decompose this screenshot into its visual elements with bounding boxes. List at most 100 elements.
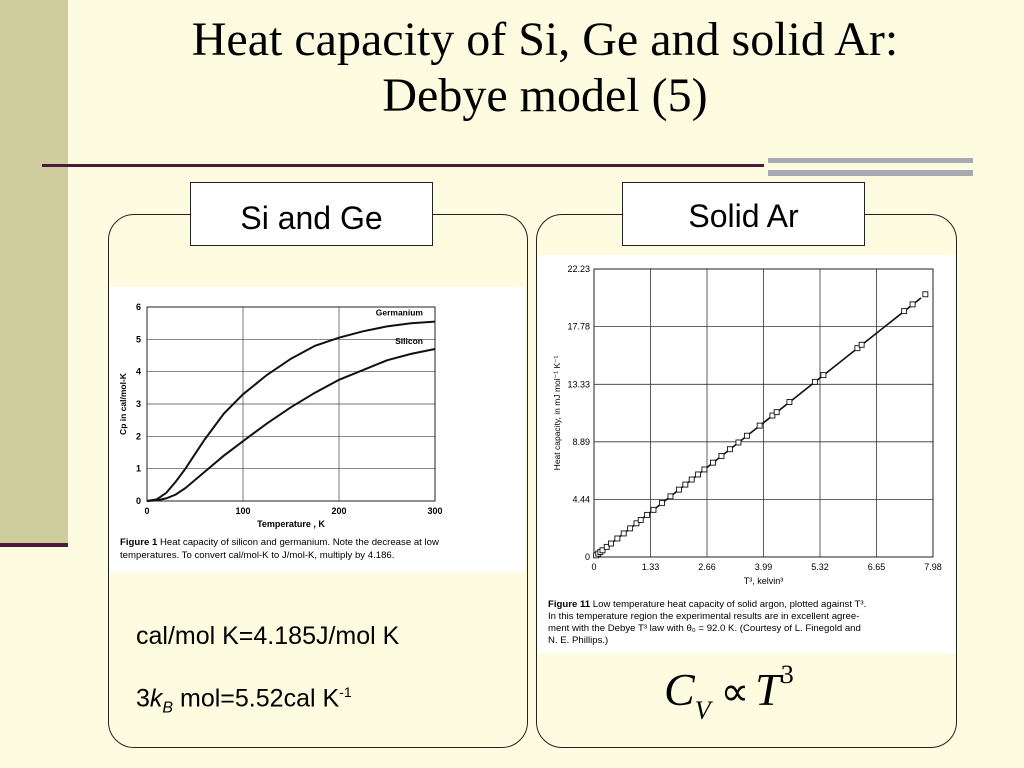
x-tick-label: 5.32 [811, 562, 829, 572]
x-tick-label: 2.66 [698, 562, 716, 572]
data-point [659, 500, 665, 507]
data-point [773, 409, 780, 416]
si-ge-tab: Si and Ge [190, 182, 433, 246]
dulong-petit-note: 3kB mol=5.52cal K-1 [136, 684, 352, 717]
data-point [909, 301, 916, 308]
si-ge-figure: 0 100 200 300 0 1 2 3 4 5 6 Germanium Silicon Tempera… [110, 287, 525, 572]
data-point [603, 543, 610, 550]
side-accent-bar [0, 0, 68, 545]
data-point [769, 412, 776, 419]
data-point [811, 378, 818, 385]
data-point [901, 308, 908, 315]
data-point [854, 345, 861, 352]
data-point [627, 525, 634, 532]
debye-t3-formula: CV ∝ T3 [664, 660, 794, 726]
title-divider [42, 164, 764, 167]
data-point [614, 535, 621, 542]
x-tick-label: 3.99 [755, 562, 773, 572]
figure-caption-label: Figure 11 [548, 599, 593, 610]
figure-caption-line2: temperatures. To convert cal/mol-K to J/… [120, 550, 394, 561]
y-tick-label: 17.78 [567, 322, 590, 332]
side-accent-line [0, 543, 68, 547]
plot-frame [146, 306, 436, 502]
figure-caption-line2: In this temperature region the experimen… [548, 611, 859, 622]
data-point [608, 540, 614, 547]
series-label-germanium: Germanium [376, 308, 424, 318]
data-point [633, 520, 640, 527]
y-tick-label: 3 [136, 399, 141, 409]
formula-sup-3: 3 [780, 660, 794, 689]
formula-t: T [755, 664, 781, 715]
series-line-germanium [146, 320, 436, 502]
data-point [786, 399, 793, 406]
title-divider-accent-top [768, 158, 973, 163]
title-divider-accent-bottom [768, 170, 973, 176]
y-axis-label: Heat capacity, in mJ mol⁻¹ K⁻¹ [552, 356, 562, 471]
note2-prefix: 3 [136, 684, 150, 713]
x-axis-label: T³, kelvin³ [744, 576, 784, 586]
data-point [718, 452, 725, 459]
y-tick-label: 0 [136, 496, 141, 506]
note2-text: mol=5.52cal K [173, 684, 340, 713]
y-tick-label: 13.33 [567, 379, 590, 389]
data-point [637, 516, 644, 523]
series-line-silicon [146, 348, 436, 502]
x-tick-label: 0 [591, 562, 596, 572]
formula-proportional: ∝ [720, 669, 750, 714]
data-point [756, 422, 763, 429]
x-tick-label: 6.65 [868, 562, 886, 572]
note2-k-symbol: k [149, 684, 163, 713]
data-point [667, 493, 674, 500]
si-ge-chart: 0 100 200 300 0 1 2 3 4 5 6 Germanium Silicon Tempera… [118, 302, 443, 561]
data-point [858, 341, 865, 348]
data-point [820, 372, 827, 379]
data-point [644, 511, 651, 518]
y-tick-label: 4.44 [572, 494, 590, 504]
series-label-silicon: Silicon [395, 336, 423, 346]
unit-conversion-note: cal/mol K=4.185J/mol K [136, 622, 400, 650]
y-tick-label: 4 [136, 367, 141, 377]
slide-title-line1: Heat capacity of Si, Ge and solid Ar: [191, 13, 899, 66]
y-axis-label: Cp in cal/mol-K [118, 372, 128, 435]
argon-figure: 0 1.33 2.66 3.99 5.32 6.65 7.98 0 4.44 8.89 13.33 1… [538, 255, 955, 653]
data-point [695, 471, 702, 478]
figure-caption-label: Figure 1 [120, 537, 160, 548]
note2-k-subscript: B [162, 699, 174, 717]
y-tick-label: 6 [136, 302, 141, 312]
y-tick-label: 2 [136, 431, 141, 441]
data-point [726, 446, 733, 453]
x-axis-label: Temperature , K [257, 519, 325, 529]
data-point [709, 459, 716, 466]
data-point [620, 530, 627, 537]
formula-sub-v: V [694, 696, 711, 725]
data-point [682, 481, 689, 488]
x-tick-label: 300 [427, 506, 442, 516]
figure-caption-text: Low temperature heat capacity of solid a… [593, 599, 866, 610]
x-tick-label: 1.33 [642, 562, 660, 572]
figure-caption-line1: Figure 11 Low temperature heat capacity … [548, 599, 866, 610]
y-tick-label: 22.23 [567, 264, 590, 274]
data-point [743, 432, 750, 439]
note2-superscript: -1 [339, 684, 352, 700]
slide-title: Heat capacity of Si, Ge and solid Ar: De… [40, 12, 1024, 124]
y-tick-label: 8.89 [572, 437, 590, 447]
plot-frame [593, 268, 934, 558]
data-point [599, 547, 606, 554]
data-point [688, 476, 695, 483]
formula-c: C [664, 664, 695, 715]
slide-title-line2: Debye model (5) [382, 69, 708, 122]
figure-caption-line4: N. E. Phillips.) [548, 635, 608, 646]
argon-chart: 0 1.33 2.66 3.99 5.32 6.65 7.98 0 4.44 8.89 13.33 1… [548, 264, 942, 646]
y-tick-label: 0 [585, 552, 590, 562]
data-point [650, 506, 657, 513]
x-tick-label: 0 [144, 506, 149, 516]
data-point [922, 291, 929, 298]
x-tick-label: 200 [331, 506, 346, 516]
x-tick-label: 100 [235, 506, 250, 516]
figure-caption-line3: ment with the Debye T³ law with θ₀ = 92.… [548, 623, 861, 634]
data-point [701, 466, 708, 473]
data-point [676, 486, 682, 493]
figure-caption-text: Heat capacity of silicon and germanium. … [160, 537, 439, 548]
data-point [735, 439, 742, 446]
solid-ar-tab: Solid Ar [622, 182, 865, 246]
